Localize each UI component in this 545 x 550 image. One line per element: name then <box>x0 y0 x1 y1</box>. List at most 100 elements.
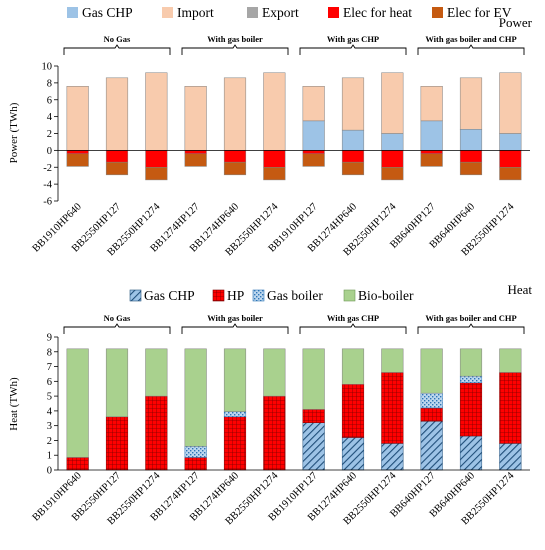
p-group-brace <box>181 44 289 55</box>
p-bar-segment <box>459 150 483 163</box>
p-bar-segment <box>184 150 207 154</box>
power-bars <box>66 72 522 181</box>
p-bar-segment <box>66 150 89 154</box>
h-bar-segment <box>341 437 365 471</box>
h-y-tick-label: 5 <box>47 392 52 403</box>
p-bar-segment <box>302 120 325 151</box>
h-y-tick-label: 6 <box>47 377 52 388</box>
h-bar-segment <box>302 422 325 471</box>
h-group-label: With gas CHP <box>327 313 379 323</box>
h-y-tick-label: 0 <box>47 466 52 477</box>
p-bar-segment <box>145 167 168 181</box>
heat-legend-swatch-0 <box>129 289 142 302</box>
h-bar-segment <box>302 409 325 423</box>
p-bar-segment <box>145 150 168 168</box>
p-bar-segment <box>381 72 404 134</box>
p-bar-segment <box>381 133 404 151</box>
p-bar-segment <box>341 161 365 176</box>
p-bar-segment <box>66 86 89 151</box>
power-y-axis-label: Power (TWh) <box>8 102 20 163</box>
p-bar-segment <box>66 153 89 167</box>
heat-title: Heat <box>507 282 532 297</box>
p-bar-segment <box>381 150 404 168</box>
h-bar-segment <box>223 411 247 418</box>
h-bar-segment <box>381 443 404 471</box>
p-bar-segment <box>263 167 286 181</box>
power-chart: Gas CHP Import Export Elec for heat Elec… <box>8 5 533 258</box>
p-group-brace <box>417 44 525 55</box>
p-y-tick-label: 0 <box>47 146 52 157</box>
p-group-label: With gas boiler <box>207 34 263 44</box>
h-bar-segment <box>105 348 129 418</box>
h-y-tick-label: 8 <box>47 347 52 358</box>
h-bar-segment <box>66 348 89 458</box>
p-bar-segment <box>302 150 325 154</box>
h-bar-segment <box>184 348 207 447</box>
p-bar-segment <box>499 150 522 168</box>
h-bar-segment <box>459 382 483 437</box>
h-group-brace <box>299 323 407 334</box>
power-legend-label-0: Gas CHP <box>82 5 133 20</box>
p-bar-segment <box>341 77 365 131</box>
heat-y-axis: 0 1 2 3 4 5 6 7 8 9 <box>47 333 530 477</box>
p-bar-segment <box>420 153 443 167</box>
p-y-tick-label: 10 <box>42 62 53 73</box>
p-bar-segment <box>105 77 129 151</box>
h-group-label: With gas boiler <box>207 313 263 323</box>
h-bar-segment <box>459 435 483 471</box>
p-bar-segment <box>223 161 247 176</box>
h-y-tick-label: 3 <box>47 421 52 432</box>
h-bar-segment <box>184 446 207 458</box>
h-bar-segment <box>499 443 522 471</box>
h-group-brace <box>417 323 525 334</box>
p-bar-segment <box>184 153 207 167</box>
power-legend-swatch-2 <box>247 7 258 18</box>
heat-legend-swatch-1 <box>212 289 225 302</box>
p-bar-segment <box>263 72 286 151</box>
p-bar-segment <box>420 120 443 151</box>
power-title: Power <box>499 15 533 30</box>
h-bar-segment <box>223 416 247 471</box>
h-bar-segment <box>420 348 443 394</box>
power-legend-label-2: Export <box>262 5 299 20</box>
heat-groups: No Gas With gas boiler With gas CHP With ga… <box>63 313 525 334</box>
heat-legend-label-2: Gas boiler <box>267 288 323 303</box>
p-bar-segment <box>341 150 365 163</box>
h-bar-segment <box>145 395 168 471</box>
h-y-tick-label: 7 <box>47 362 52 373</box>
p-y-tick-label: 8 <box>47 78 52 89</box>
p-bar-segment <box>420 86 443 122</box>
h-bar-segment <box>420 420 443 471</box>
p-group-label: With gas boiler and CHP <box>425 34 516 44</box>
heat-legend-swatch-3 <box>343 289 356 302</box>
h-bar-segment <box>459 348 483 377</box>
p-bar-segment <box>459 77 483 130</box>
h-group-label: No Gas <box>104 313 131 323</box>
h-bar-segment <box>66 457 89 471</box>
p-group-label: With gas CHP <box>327 34 379 44</box>
heat-categories: BB1910HP640BB2550HP127BB2550HP1274BB1274… <box>31 470 517 527</box>
h-bar-segment <box>381 372 404 444</box>
h-bar-segment <box>302 348 325 410</box>
p-bar-segment <box>263 150 286 168</box>
power-legend-label-4: Elec for EV <box>447 5 512 20</box>
h-bar-segment <box>499 372 522 444</box>
p-y-tick-label: 6 <box>47 95 52 106</box>
power-legend-swatch-1 <box>162 7 173 18</box>
h-y-tick-label: 2 <box>47 436 52 447</box>
power-groups: No Gas With gas boiler With gas CHP With ga… <box>63 34 525 55</box>
p-y-tick-label: 4 <box>47 112 53 123</box>
p-bar-segment <box>459 129 483 151</box>
heat-legend-label-3: Bio-boiler <box>358 288 414 303</box>
h-bar-segment <box>420 392 443 409</box>
p-bar-segment <box>459 161 483 176</box>
h-bar-segment <box>499 348 522 373</box>
p-bar-segment <box>223 150 247 163</box>
p-y-tick-label: -6 <box>43 197 52 208</box>
power-y-axis: -6 -4 -2 0 2 4 6 8 10 <box>42 62 530 208</box>
p-y-tick-label: -4 <box>43 180 52 191</box>
h-bar-segment <box>341 348 365 385</box>
heat-y-axis-label: Heat (TWh) <box>8 377 20 431</box>
p-bar-segment <box>341 129 365 151</box>
